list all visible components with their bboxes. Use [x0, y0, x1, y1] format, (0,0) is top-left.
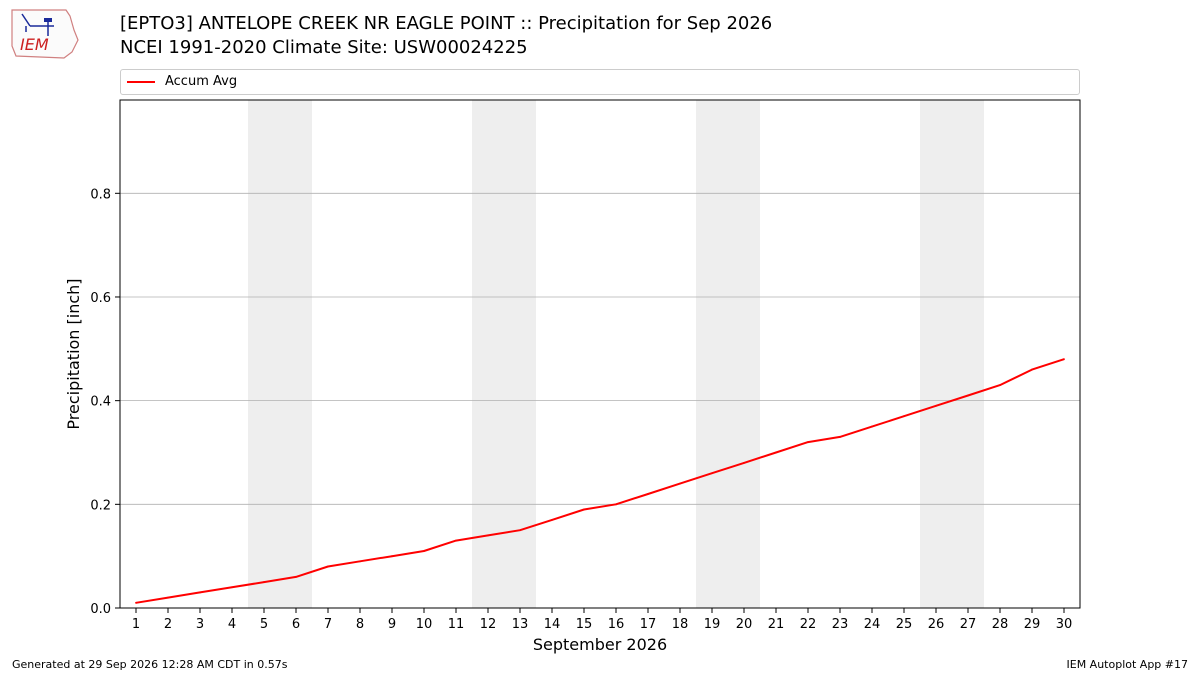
data-point — [583, 508, 585, 511]
x-tick-label: 29 — [1024, 617, 1041, 632]
y-tick-label: 0.2 — [90, 498, 111, 513]
legend: Accum Avg — [120, 69, 1080, 95]
y-axis-label: Precipitation [inch] — [64, 278, 83, 429]
data-point — [487, 534, 489, 537]
x-tick-label: 8 — [356, 617, 364, 632]
app-id-label: IEM Autoplot App #17 — [1066, 658, 1189, 671]
data-point — [999, 384, 1001, 387]
x-tick-label: 28 — [992, 617, 1009, 632]
weekend-band-4 — [920, 100, 984, 608]
data-point — [743, 461, 745, 464]
x-tick-label: 21 — [768, 617, 785, 632]
data-point — [967, 394, 969, 397]
y-tick-label: 0.8 — [90, 187, 111, 202]
series-line-accum-avg — [135, 358, 1065, 604]
data-point — [775, 451, 777, 454]
x-tick-label: 1 — [132, 617, 140, 632]
chart-subtitle: NCEI 1991-2020 Climate Site: USW00024225 — [120, 37, 528, 58]
x-tick-label: 18 — [672, 617, 689, 632]
x-tick-label: 12 — [480, 617, 497, 632]
x-tick-label: 13 — [512, 617, 529, 632]
data-point — [711, 472, 713, 475]
data-point — [263, 581, 265, 583]
x-tick-label: 25 — [896, 617, 913, 632]
data-point — [135, 601, 137, 604]
data-point — [807, 441, 809, 444]
x-axis-label: September 2026 — [533, 635, 667, 654]
legend-swatch-accum-avg — [127, 81, 155, 83]
y-tick-label: 0.6 — [90, 291, 111, 306]
chart-title: [EPTO3] ANTELOPE CREEK NR EAGLE POINT ::… — [120, 13, 773, 34]
data-point — [199, 591, 201, 594]
x-tick-label: 20 — [736, 617, 753, 632]
x-tick-label: 5 — [260, 617, 268, 632]
generated-timestamp: Generated at 29 Sep 2026 12:28 AM CDT in… — [12, 658, 288, 671]
x-tick-label: 27 — [960, 617, 977, 632]
weekend-band-3 — [696, 100, 760, 608]
data-point — [295, 575, 297, 578]
data-point — [167, 596, 169, 599]
x-tick-label: 9 — [388, 617, 396, 632]
data-point — [519, 529, 521, 532]
x-tick-label: 26 — [928, 617, 945, 632]
data-point — [359, 560, 361, 563]
x-tick-label: 4 — [228, 617, 236, 632]
data-point — [935, 404, 937, 407]
y-tick-label: 0.4 — [90, 395, 111, 410]
x-tick-label: 2 — [164, 617, 172, 632]
x-tick-label: 7 — [324, 617, 332, 632]
x-tick-label: 14 — [544, 617, 561, 632]
x-tick-label: 15 — [576, 617, 593, 632]
legend-label-accum-avg: Accum Avg — [165, 74, 238, 89]
data-point — [455, 539, 457, 542]
x-tick-label: 19 — [704, 617, 721, 632]
weekend-band-1 — [248, 100, 312, 608]
x-tick-label: 17 — [640, 617, 657, 632]
x-tick-label: 3 — [196, 617, 204, 632]
y-tick-label: 0.0 — [90, 602, 111, 617]
x-tick-label: 16 — [608, 617, 625, 632]
plot-frame — [119, 99, 1081, 609]
data-point — [903, 415, 905, 418]
x-tick-label: 30 — [1056, 617, 1073, 632]
x-tick-label: 10 — [416, 617, 433, 632]
data-point — [551, 518, 553, 521]
x-tick-label: 11 — [448, 617, 465, 632]
data-point — [327, 565, 329, 568]
data-point — [679, 482, 681, 485]
data-point — [423, 550, 425, 552]
weekend-band-2 — [472, 100, 536, 608]
x-tick-label: 24 — [864, 617, 881, 632]
x-tick-label: 6 — [292, 617, 300, 632]
x-tick-label: 22 — [800, 617, 817, 632]
x-tick-label: 23 — [832, 617, 849, 632]
data-point — [647, 493, 649, 495]
data-point — [1031, 368, 1033, 371]
data-point — [615, 503, 617, 506]
data-point — [391, 555, 393, 558]
data-point — [871, 425, 873, 428]
data-point — [839, 436, 841, 438]
iem-logo: IEM — [8, 6, 80, 60]
svg-text:IEM: IEM — [20, 35, 49, 54]
data-point — [231, 586, 233, 589]
data-point — [1063, 358, 1065, 361]
